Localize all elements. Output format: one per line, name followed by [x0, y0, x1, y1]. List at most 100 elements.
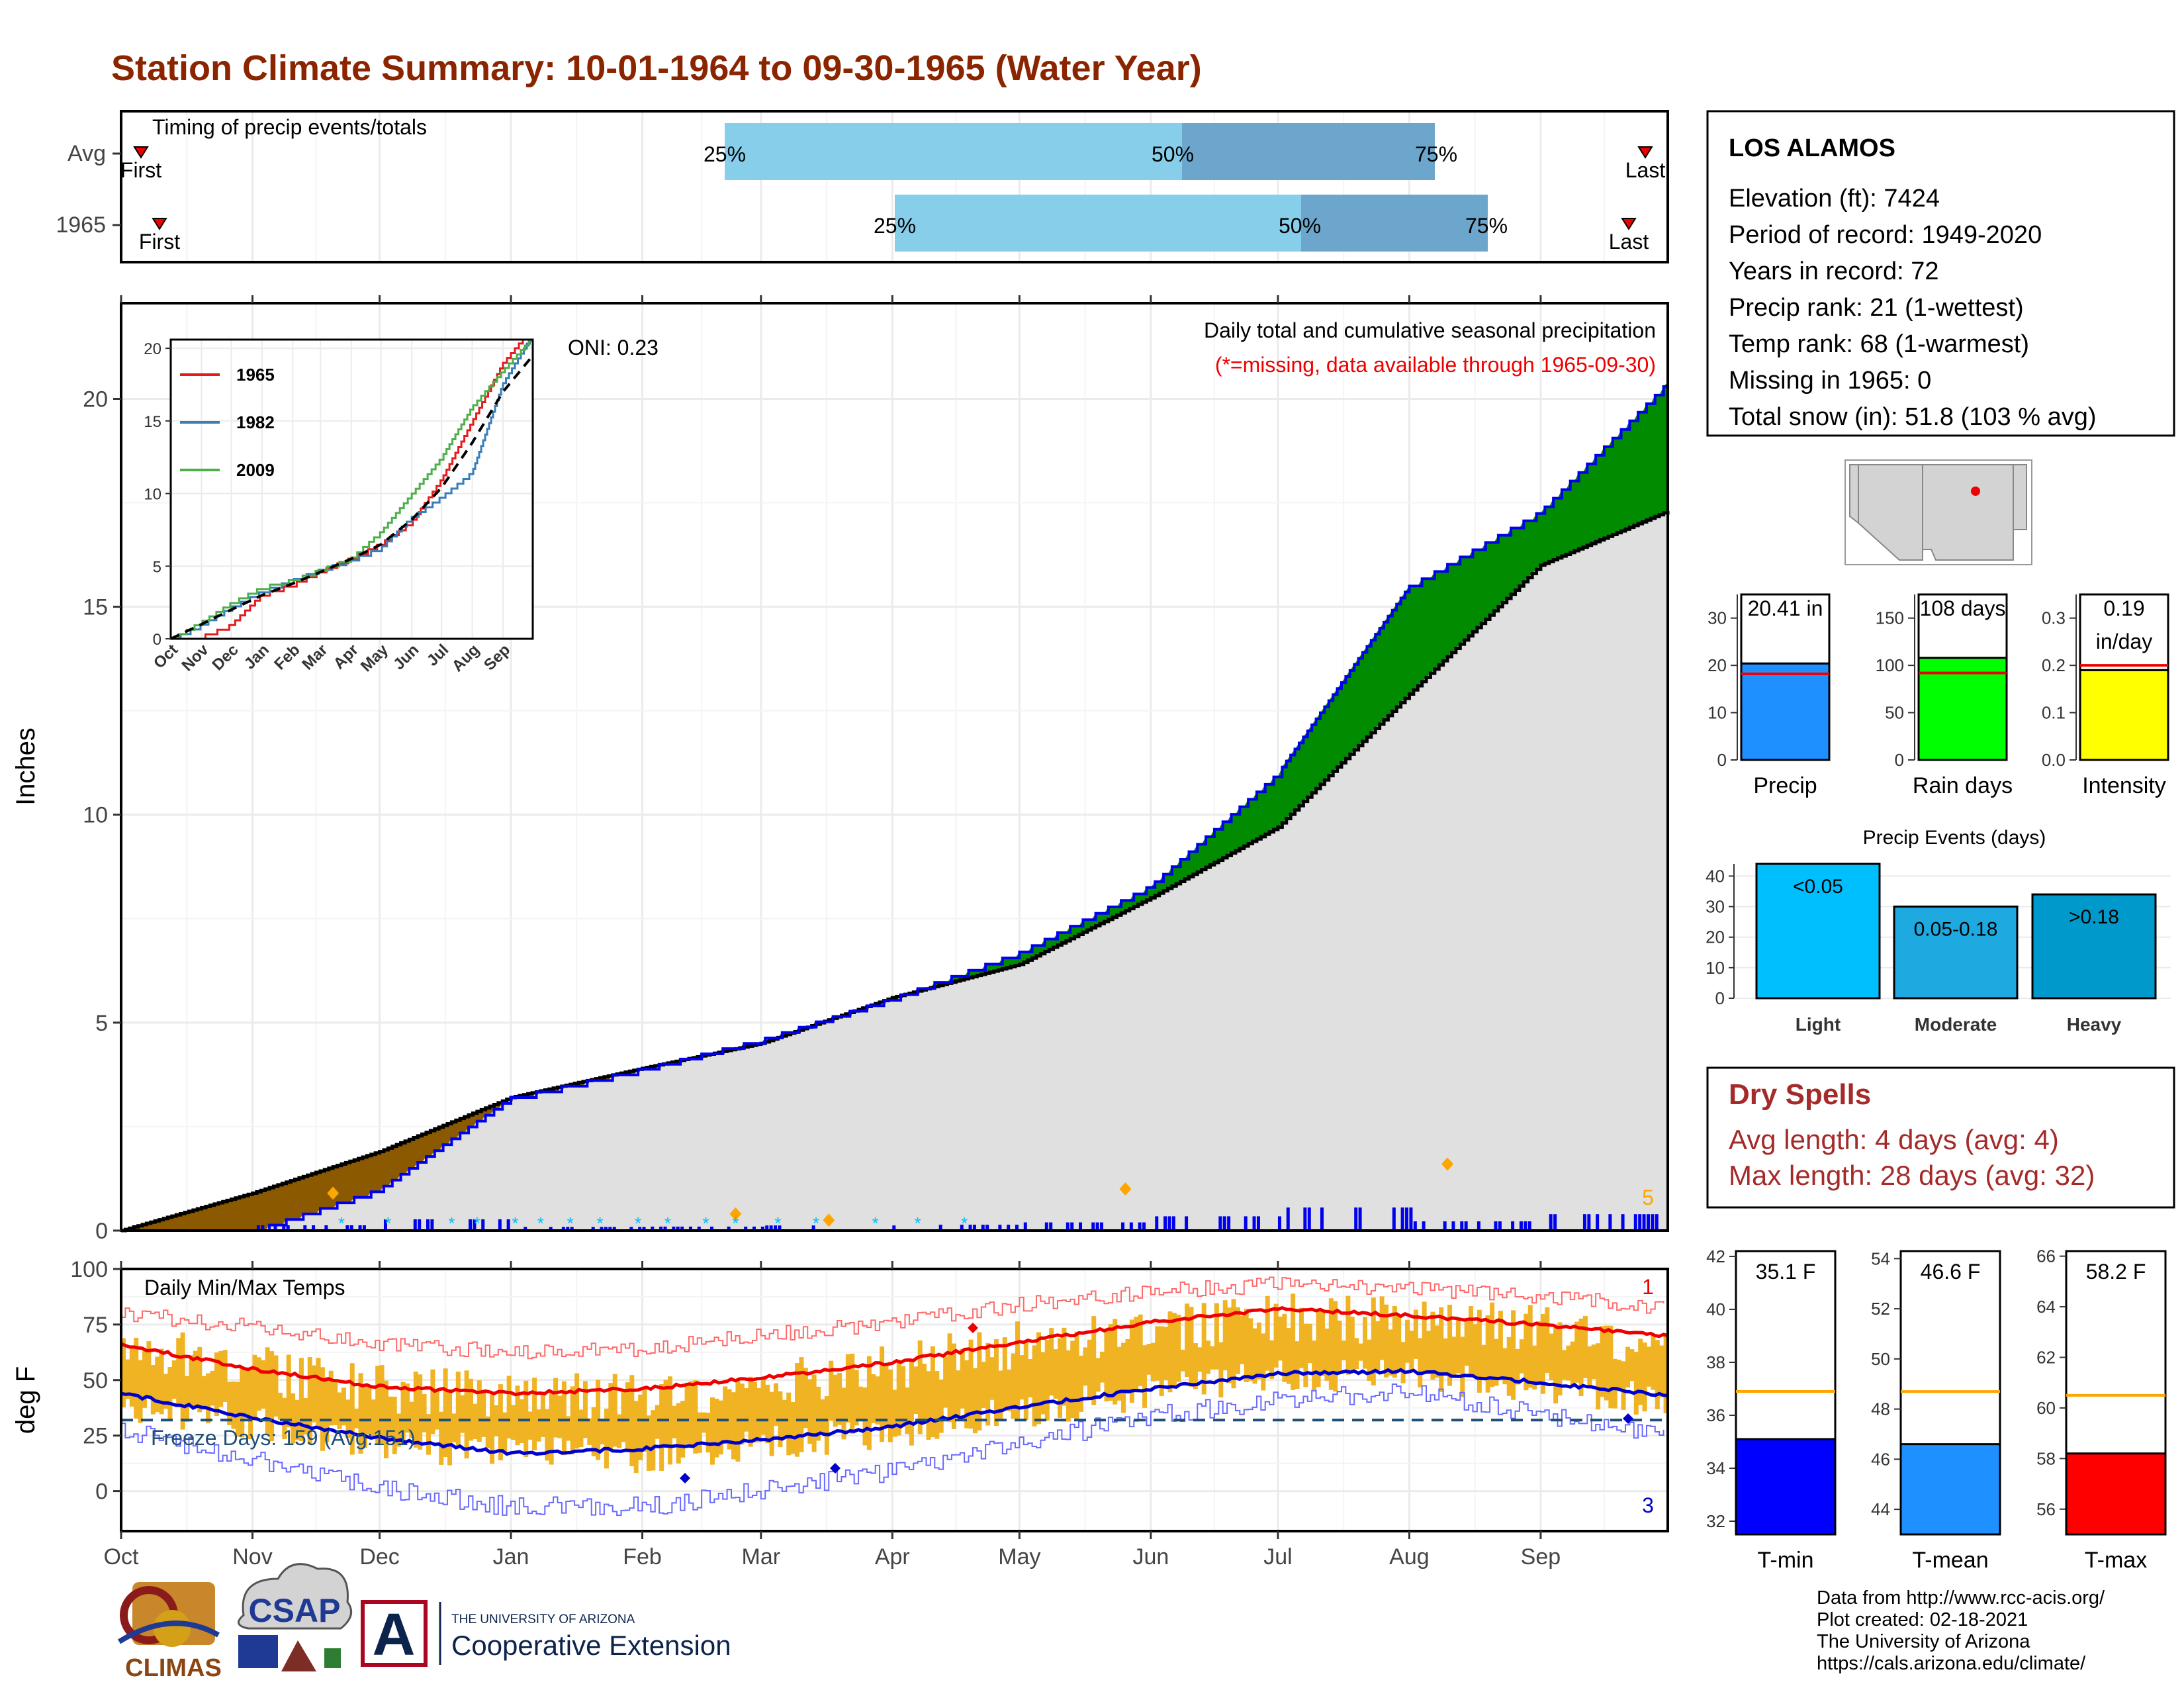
daily-temp-bar — [1134, 1317, 1139, 1393]
daily-temp-bar — [1477, 1309, 1482, 1393]
daily-temp-bar — [1328, 1298, 1334, 1390]
daily-temp-bar — [473, 1403, 478, 1440]
summary-bar-value-unit: in/day — [2096, 630, 2152, 653]
daily-precip-bar — [998, 1225, 1002, 1231]
inset-legend-label: 1982 — [236, 412, 275, 432]
daily-temp-bar — [684, 1382, 690, 1444]
daily-temp-bar — [1633, 1352, 1639, 1415]
daily-temp-bar — [1240, 1315, 1245, 1364]
summary-bar-label: Rain days — [1913, 773, 2013, 798]
daily-temp-bar — [400, 1382, 406, 1444]
daily-precip-bar — [1049, 1222, 1053, 1231]
daily-temp-bar — [748, 1376, 753, 1447]
temp-summary-fill — [1899, 1443, 2001, 1536]
daily-temp-bar — [273, 1355, 279, 1417]
timing-1965-early-bar — [895, 195, 1301, 252]
daily-temp-bar — [591, 1407, 596, 1456]
daily-temp-bar — [638, 1394, 643, 1460]
summary-bar-label-box — [2079, 593, 2169, 671]
daily-temp-bar — [697, 1412, 702, 1453]
daily-temp-bar — [1638, 1338, 1643, 1405]
timing-row-1965: 1965 — [56, 212, 106, 238]
daily-temp-bar — [799, 1357, 804, 1452]
inset-legend-label: 2009 — [236, 460, 275, 480]
summary-bar-precip: 0 10 20 30 20.41 in Precip — [1707, 593, 1831, 798]
daily-precip-bar — [349, 1225, 353, 1231]
daily-temp-bar — [506, 1376, 512, 1439]
daily-precip-bar — [672, 1227, 676, 1231]
footer-credits: Data from http://www.rcc-acis.org/Plot c… — [1817, 1587, 2105, 1674]
timing-avg-p75: 75% — [1415, 142, 1457, 166]
daily-temp-bar — [1413, 1309, 1418, 1359]
daily-temp-bar — [1079, 1355, 1084, 1412]
inset-month-tick: Feb — [271, 641, 303, 673]
daily-temp-bar — [702, 1412, 707, 1433]
snow-marker: * — [915, 1213, 921, 1233]
record-high-marker — [968, 1323, 978, 1333]
daily-precip-bars: * * * * * * * * * * * * * * * * * — [256, 1157, 1659, 1233]
daily-precip-bar — [256, 1225, 260, 1231]
daily-precip-bar — [1642, 1214, 1646, 1231]
daily-temp-bar — [1642, 1342, 1647, 1412]
daily-temp-bar — [833, 1374, 838, 1427]
daily-temp-bar — [854, 1370, 859, 1426]
daily-precip-bar — [1129, 1222, 1133, 1231]
station-location-marker — [1971, 487, 1980, 496]
daily-temp-bar — [527, 1411, 533, 1440]
daily-precip-bar — [1227, 1216, 1231, 1231]
daily-temp-bar — [163, 1374, 169, 1409]
daily-temp-bar — [557, 1395, 563, 1438]
daily-temp-bar — [1129, 1319, 1134, 1403]
daily-temp-bar — [972, 1368, 978, 1434]
daily-temp-bar — [1007, 1369, 1012, 1411]
daily-temp-bar — [150, 1365, 156, 1415]
daily-precip-bar — [752, 1227, 756, 1231]
daily-temp-bar — [171, 1360, 177, 1399]
precip-frame — [120, 302, 1669, 1232]
events-bar-label: 0.05-0.18 — [1914, 919, 1998, 941]
daily-temp-bar — [866, 1356, 872, 1450]
daily-precip-bar — [727, 1227, 731, 1231]
daily-temp-bar — [968, 1339, 974, 1429]
daily-temp-bar — [1536, 1321, 1541, 1384]
daily-temp-bar — [922, 1364, 927, 1423]
daily-temp-bar — [1363, 1317, 1368, 1369]
daily-temp-bar — [1307, 1323, 1312, 1364]
timing-1965-last-marker — [1621, 218, 1637, 230]
daily-temp-bar — [1032, 1345, 1037, 1427]
summary-bar-fill — [1740, 662, 1831, 761]
daily-temp-bar — [756, 1387, 762, 1442]
daily-temp-bar — [1473, 1324, 1478, 1376]
daily-temp-bar — [1333, 1301, 1338, 1392]
daily-temp-bar — [1176, 1315, 1181, 1382]
temp-summary-t-max: 56 58 60 62 64 66 58.2 F T-max — [2036, 1246, 2167, 1573]
daily-temp-bar — [1163, 1327, 1169, 1380]
summary-bar-fill — [1917, 657, 2008, 761]
daily-temp-bar — [1447, 1304, 1453, 1386]
inset-frame — [169, 338, 534, 640]
daily-precip-bar — [506, 1219, 510, 1231]
daily-temp-bar — [1150, 1342, 1156, 1382]
daily-precip-bar — [1549, 1214, 1553, 1231]
inset-month-tick: Sep — [480, 641, 514, 674]
temp-frame — [120, 1268, 1669, 1532]
precip-ytick: 20 — [83, 387, 108, 412]
timing-1965-late-bar — [1301, 195, 1488, 252]
timing-avg-p50: 50% — [1152, 142, 1194, 166]
temp-summary-value: 35.1 F — [1756, 1260, 1816, 1284]
daily-temp-bar — [1206, 1340, 1211, 1374]
daily-temp-bars — [121, 1293, 1668, 1474]
temp-summary-ytick: 58 — [2036, 1448, 2056, 1468]
daily-precip-bar — [612, 1227, 616, 1231]
daily-precip-bar — [303, 1225, 307, 1231]
daily-temp-bar — [134, 1337, 139, 1419]
daily-temp-bar — [718, 1400, 723, 1455]
daily-temp-bar — [1180, 1349, 1185, 1372]
inset-month-tick: Apr — [330, 641, 362, 673]
daily-temp-bar — [629, 1375, 635, 1467]
daily-temp-bar — [189, 1355, 194, 1407]
daily-temp-bar — [455, 1371, 461, 1448]
dry-spells-title: Dry Spells — [1729, 1078, 1871, 1111]
daily-precip-bar — [1023, 1222, 1027, 1231]
